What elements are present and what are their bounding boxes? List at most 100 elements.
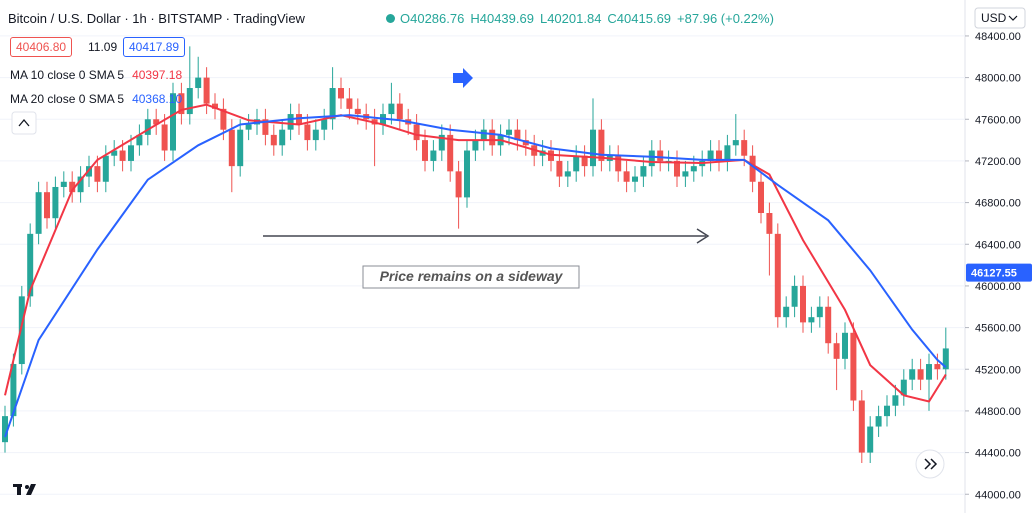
candle-body: [522, 140, 529, 146]
candle-body: [170, 93, 176, 151]
candle-body: [724, 145, 731, 161]
candle-body: [396, 103, 403, 120]
candle-body: [237, 129, 244, 167]
candle-body: [892, 395, 899, 406]
moving-average-line: [4, 103, 947, 403]
candle-body: [934, 364, 941, 370]
grid: 44000.00 44400.00 44800.00 45200.00 45600.00…: [0, 31, 1021, 501]
current-price-tag: [966, 263, 1032, 282]
y-tick-label: 44800.00: [975, 406, 1021, 418]
currency: USD: [981, 11, 1007, 25]
indicator-name: MA 20 close 0 SMA 5: [10, 92, 125, 106]
candle-body: [94, 166, 101, 182]
y-tick-label: 44000.00: [975, 489, 1021, 501]
candle-body: [195, 77, 202, 89]
candle-body: [774, 233, 781, 318]
y-tick-label: 48000.00: [975, 73, 1021, 85]
spread: 11.09: [82, 37, 124, 57]
candle-body: [153, 119, 160, 125]
candle-body: [506, 129, 512, 135]
bid-price[interactable]: 40406.80: [10, 37, 73, 57]
candle-body: [144, 119, 151, 135]
y-tick-label: 45200.00: [975, 364, 1021, 376]
candle-body: [60, 181, 67, 187]
candle-body: [598, 129, 605, 161]
candle-body: [942, 348, 949, 370]
candle-body: [808, 317, 815, 323]
ohlc-value: L40201.84: [539, 11, 602, 26]
candle-body: [732, 140, 739, 146]
marks: [2, 46, 949, 464]
candle-body: [203, 77, 210, 104]
candle-body: [640, 166, 647, 177]
candle-body: [900, 379, 907, 396]
candle-body: [346, 98, 353, 109]
collapse-button[interactable]: [11, 111, 37, 135]
y-tick-label: 46800.00: [975, 198, 1021, 210]
y-tick-label: 47200.00: [975, 156, 1021, 168]
candle-body: [926, 364, 932, 380]
candle-body: [35, 192, 42, 234]
candle-body: [212, 103, 218, 109]
candle-body: [850, 332, 857, 401]
candle-body: [548, 150, 554, 161]
y-tick-label: 45600.00: [975, 323, 1021, 335]
chart-title: Bitcoin / U.S. Dollar · 1h · BITSTAMP · …: [8, 11, 305, 26]
collapse-icon: [18, 118, 30, 127]
candle-body: [489, 129, 496, 146]
candle-body: [674, 160, 680, 177]
candle-body: [279, 129, 286, 146]
status-dot: [386, 14, 395, 23]
candle-body: [354, 108, 361, 115]
candle-body: [447, 134, 454, 172]
sideway-arrow-head: [696, 228, 710, 244]
scroll-icon: [930, 458, 938, 470]
currency-caret: [1008, 15, 1018, 21]
candle-body: [800, 285, 806, 323]
candle-body: [464, 150, 470, 198]
candle-body: [472, 140, 479, 151]
blue-arrow-icon: [453, 68, 473, 88]
candle-body: [480, 129, 487, 141]
candle-body: [69, 181, 76, 193]
candle-body: [514, 129, 521, 141]
candle-body: [312, 129, 319, 141]
candle-body: [632, 176, 638, 182]
candle-body: [716, 150, 722, 161]
candle-body: [422, 140, 428, 161]
ohlc-value: O40286.76: [400, 11, 465, 26]
ask-price[interactable]: 40417.89: [123, 37, 186, 57]
candle-body: [77, 176, 84, 193]
candle-body: [128, 145, 134, 161]
candle-body: [270, 134, 277, 146]
candle-body: [564, 171, 571, 177]
indicator-name: MA 10 close 0 SMA 5: [10, 68, 125, 82]
candle-body: [581, 155, 588, 167]
candle-body: [749, 155, 756, 182]
candle-body: [875, 416, 882, 427]
moving-average-line: [4, 114, 947, 438]
candle-body: [52, 186, 59, 219]
currency-selector[interactable]: [974, 7, 1026, 29]
candle-body: [884, 405, 890, 417]
candle-body: [590, 129, 596, 167]
candle-body: [119, 150, 126, 161]
y-tick-label: 47600.00: [975, 114, 1021, 126]
candle-body: [304, 124, 311, 141]
candle-body: [18, 296, 25, 365]
ohlc-legend: O40286.76 H40439.69 L40201.84 C40415.69 +87.…: [400, 11, 780, 26]
candle-body: [690, 166, 697, 172]
candle-body: [858, 400, 865, 453]
scroll-icon: [924, 458, 932, 470]
indicator-value: 40368.10: [132, 92, 183, 106]
y-tick-label: 46400.00: [975, 239, 1021, 251]
candle-body: [615, 155, 622, 172]
candle-body: [682, 171, 689, 177]
candle-body: [657, 150, 664, 161]
candle-body: [338, 88, 344, 99]
candle-body: [321, 119, 328, 130]
annotation: Price remains on a sideway: [380, 268, 564, 284]
y-tick-label: 44400.00: [975, 448, 1021, 460]
candle-body: [388, 103, 395, 115]
